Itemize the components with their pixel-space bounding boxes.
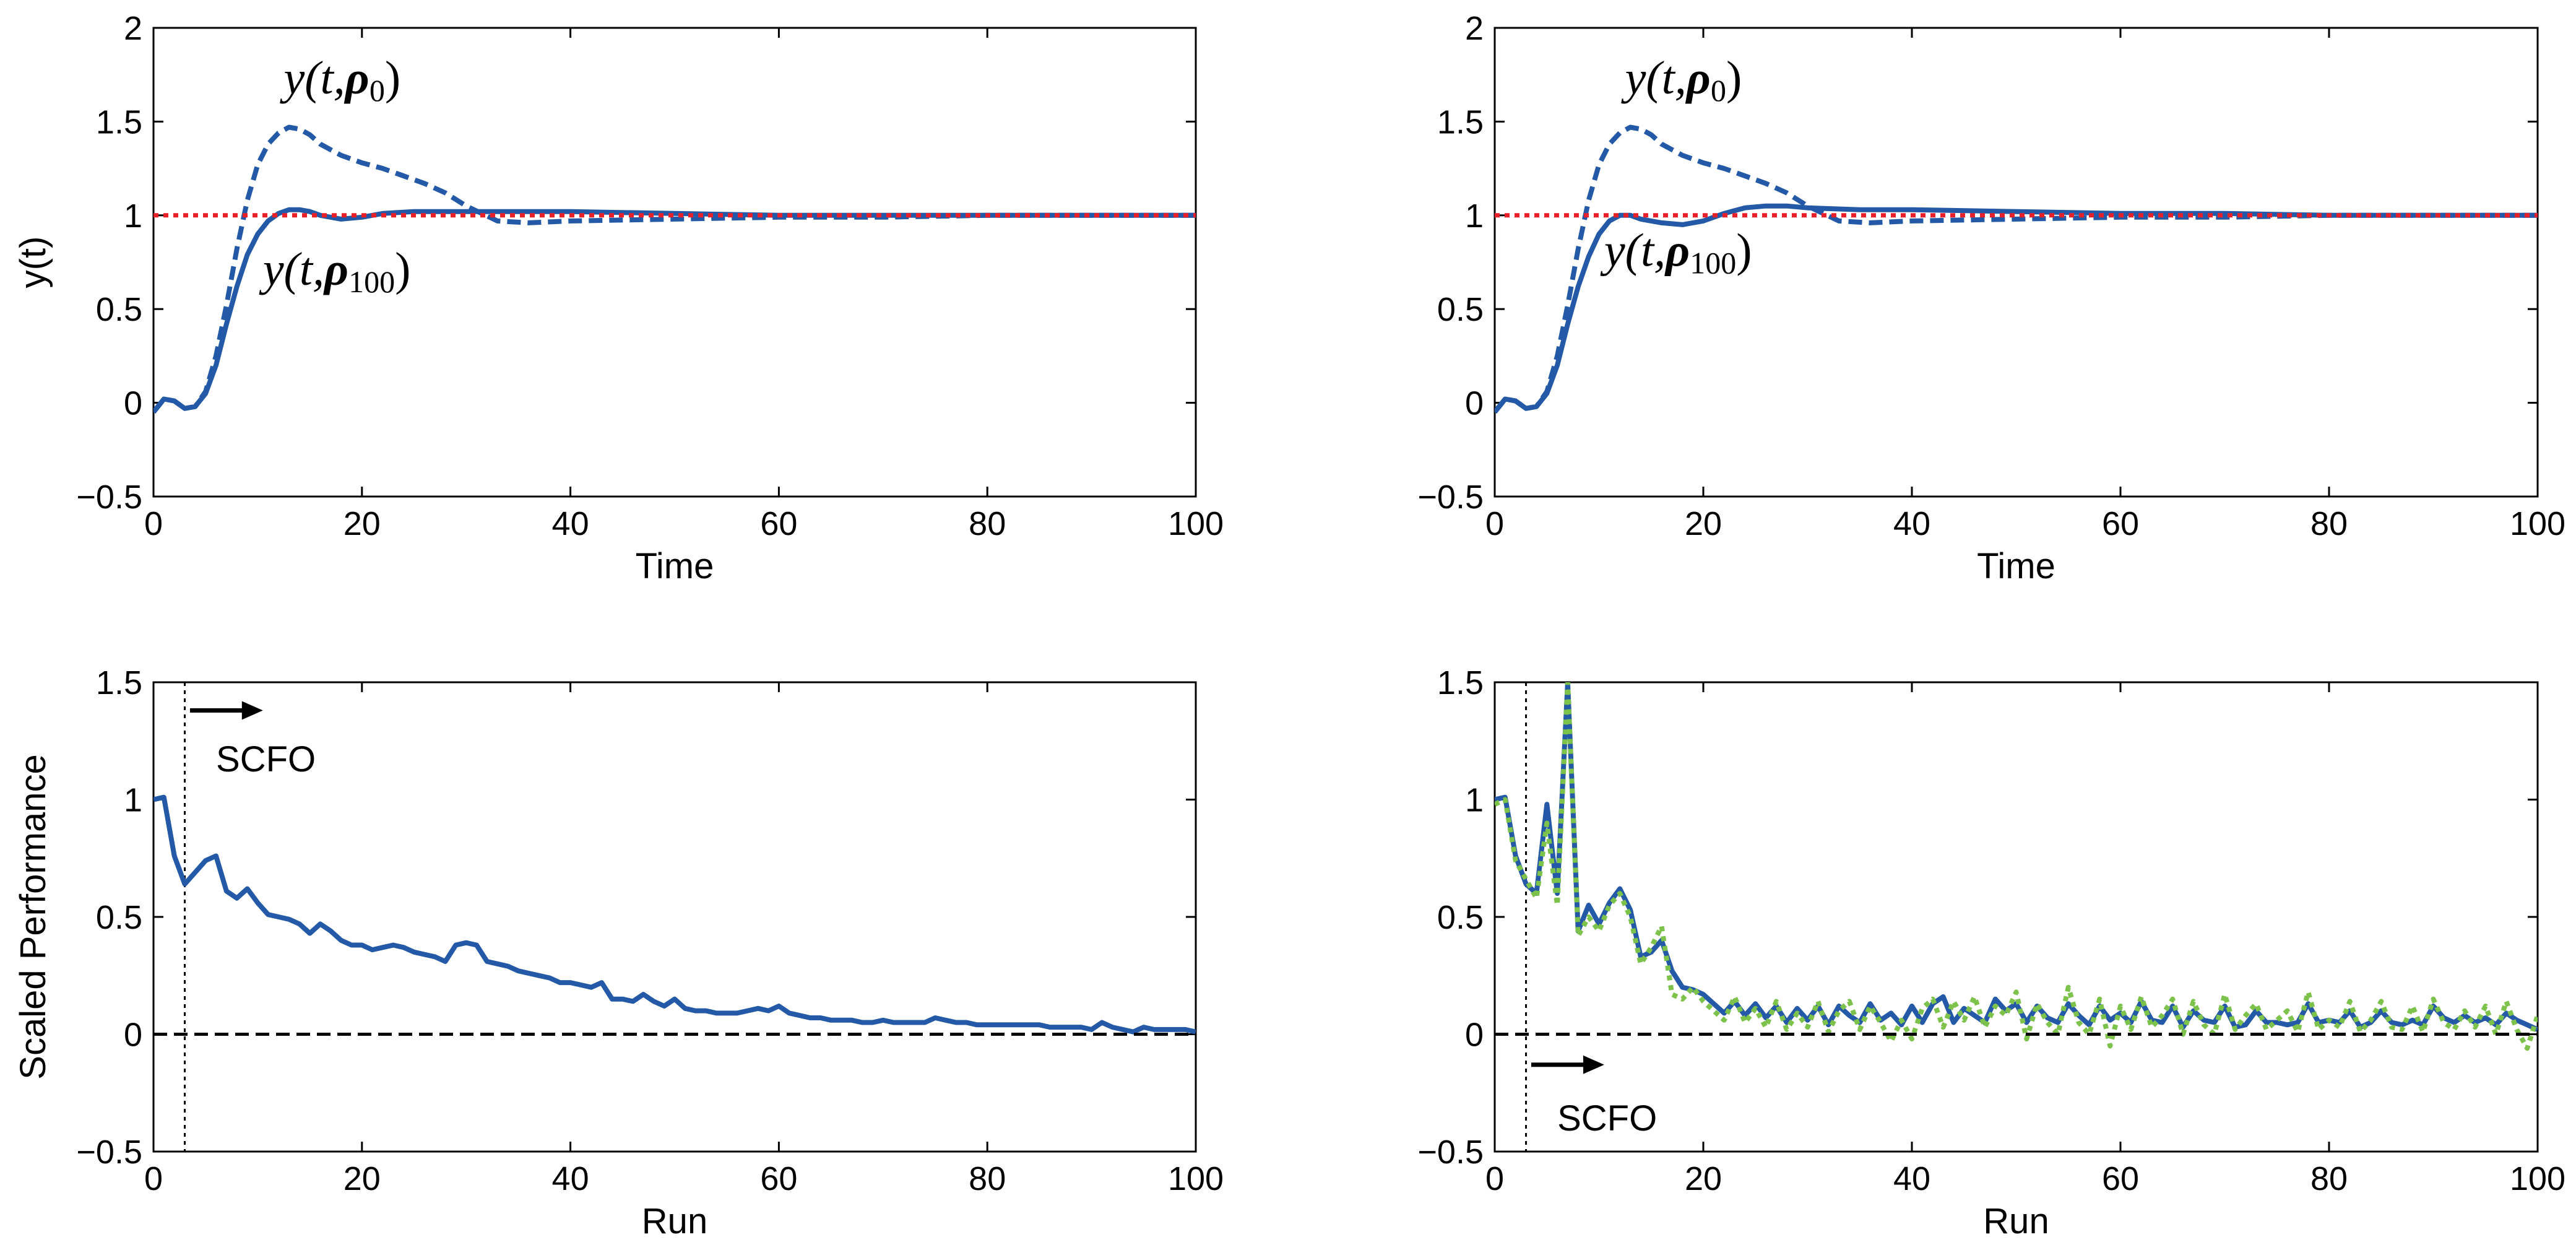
y-tick-label: −0.5 bbox=[1417, 479, 1484, 516]
x-tick-label: 100 bbox=[2510, 1160, 2565, 1197]
series-y-t-rho-100- bbox=[153, 207, 1196, 414]
y-tick-label: 2 bbox=[124, 10, 142, 47]
y-tick-label: 0 bbox=[1465, 385, 1484, 422]
y-tick-label: 0.5 bbox=[96, 291, 142, 328]
x-tick-label: 20 bbox=[344, 1160, 381, 1197]
series-performance-alt bbox=[1495, 682, 2538, 1051]
chart-top-right: 0 20 40 60 80 100−0.500.511.52Timey(t,ρ0)y(t,… bbox=[1417, 10, 2565, 586]
y-tick-label: 2 bbox=[1465, 10, 1484, 47]
y-tick-label: 1 bbox=[124, 197, 142, 235]
x-tick-label: 0 bbox=[144, 505, 163, 542]
series-group bbox=[1495, 682, 2538, 1051]
series-group bbox=[153, 124, 1196, 414]
series-group bbox=[1495, 124, 2538, 414]
y-tick-label: 0.5 bbox=[1437, 899, 1484, 936]
y-tick-label: 0 bbox=[1465, 1017, 1484, 1054]
x-axis-label: Time bbox=[1977, 546, 2055, 586]
series-y-t-rho-100- bbox=[1495, 203, 2538, 414]
y-tick-label: −0.5 bbox=[1417, 1134, 1484, 1171]
x-tick-label: 40 bbox=[552, 1160, 589, 1197]
plot-area-frame bbox=[1493, 681, 2539, 1153]
x-tick-label: 80 bbox=[2310, 1160, 2348, 1197]
series-y-t-rho-0- bbox=[1495, 124, 2538, 414]
annotation-rho100: y(t,ρ100) bbox=[259, 243, 411, 299]
plot-area-frame bbox=[1493, 27, 2539, 498]
x-tick-label: 20 bbox=[344, 505, 381, 542]
x-tick-label: 40 bbox=[552, 505, 589, 542]
annotation-rho100: y(t,ρ100) bbox=[1600, 225, 1752, 280]
x-tick-label: 100 bbox=[2510, 505, 2565, 542]
x-tick-label: 40 bbox=[1893, 1160, 1930, 1197]
plot-area-frame bbox=[152, 27, 1197, 498]
x-tick-label: 80 bbox=[969, 1160, 1006, 1197]
y-tick-label: 1.5 bbox=[96, 103, 142, 141]
annotation-rho0: y(t,ρ0) bbox=[1621, 52, 1742, 108]
x-tick-label: 40 bbox=[1893, 505, 1930, 542]
x-tick-label: 60 bbox=[760, 1160, 797, 1197]
x-tick-label: 60 bbox=[2102, 1160, 2139, 1197]
y-axis-label: y(t) bbox=[13, 237, 53, 289]
x-tick-label: 20 bbox=[1685, 1160, 1722, 1197]
x-axis-label: Run bbox=[642, 1201, 707, 1241]
y-tick-label: 0 bbox=[124, 1017, 142, 1054]
y-tick-label: 1.5 bbox=[1437, 664, 1484, 701]
annotation-scfo: SCFO bbox=[1557, 1098, 1657, 1139]
scfo-arrow-head bbox=[241, 701, 263, 720]
series-performance bbox=[153, 794, 1196, 1035]
x-tick-label: 60 bbox=[760, 505, 797, 542]
y-tick-label: −0.5 bbox=[76, 1134, 142, 1171]
annotation-scfo: SCFO bbox=[216, 739, 316, 779]
y-tick-label: 0.5 bbox=[1437, 291, 1484, 328]
x-tick-label: 100 bbox=[1168, 505, 1224, 542]
scfo-arrow-head bbox=[1583, 1055, 1604, 1074]
series-y-t-rho-0- bbox=[153, 124, 1196, 414]
x-tick-label: 0 bbox=[1485, 1160, 1504, 1197]
x-axis-label: Time bbox=[636, 546, 714, 586]
chart-top-left: 0 20 40 60 80 100−0.500.511.52Timey(t)y(t,ρ0)… bbox=[13, 10, 1224, 586]
annotation-rho0: y(t,ρ0) bbox=[280, 52, 401, 108]
series-group bbox=[153, 794, 1196, 1036]
series-performance bbox=[1495, 682, 2538, 1032]
y-tick-label: 1 bbox=[1465, 197, 1484, 235]
x-tick-label: 80 bbox=[969, 505, 1006, 542]
x-tick-label: 0 bbox=[1485, 505, 1504, 542]
y-tick-label: −0.5 bbox=[76, 479, 142, 516]
x-tick-label: 20 bbox=[1685, 505, 1722, 542]
y-tick-label: 0 bbox=[124, 385, 142, 422]
y-tick-label: 1 bbox=[1465, 782, 1484, 819]
x-tick-label: 80 bbox=[2310, 505, 2348, 542]
y-axis-label: Scaled Performance bbox=[13, 754, 53, 1079]
x-axis-label: Run bbox=[1983, 1201, 2049, 1241]
y-tick-label: 1 bbox=[124, 782, 142, 819]
y-tick-label: 1.5 bbox=[1437, 103, 1484, 141]
y-tick-label: 0.5 bbox=[96, 899, 142, 936]
x-tick-label: 100 bbox=[1168, 1160, 1224, 1197]
x-tick-label: 60 bbox=[2102, 505, 2139, 542]
x-tick-label: 0 bbox=[144, 1160, 163, 1197]
y-tick-label: 1.5 bbox=[96, 664, 142, 701]
